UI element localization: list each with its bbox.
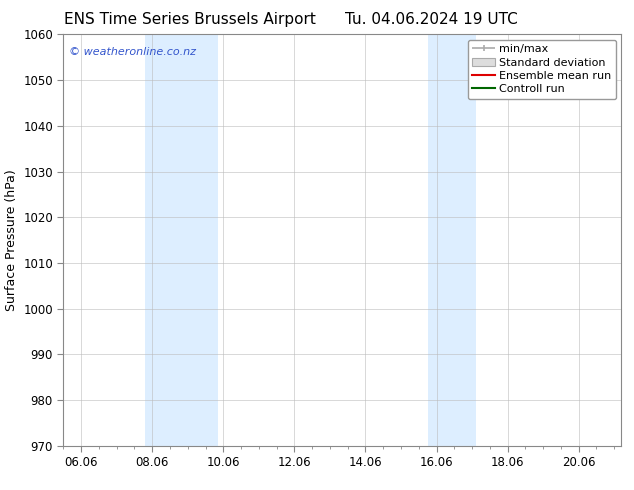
Text: Tu. 04.06.2024 19 UTC: Tu. 04.06.2024 19 UTC (345, 12, 517, 27)
Legend: min/max, Standard deviation, Ensemble mean run, Controll run: min/max, Standard deviation, Ensemble me… (468, 40, 616, 99)
Text: © weatheronline.co.nz: © weatheronline.co.nz (69, 47, 196, 57)
Bar (428, 34, 476, 446)
Bar (145, 34, 218, 446)
Text: ENS Time Series Brussels Airport: ENS Time Series Brussels Airport (64, 12, 316, 27)
Y-axis label: Surface Pressure (hPa): Surface Pressure (hPa) (4, 169, 18, 311)
